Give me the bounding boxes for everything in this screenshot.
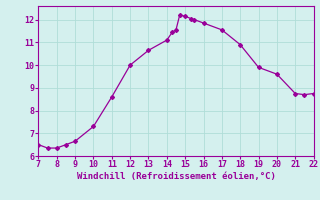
X-axis label: Windchill (Refroidissement éolien,°C): Windchill (Refroidissement éolien,°C) xyxy=(76,172,276,181)
